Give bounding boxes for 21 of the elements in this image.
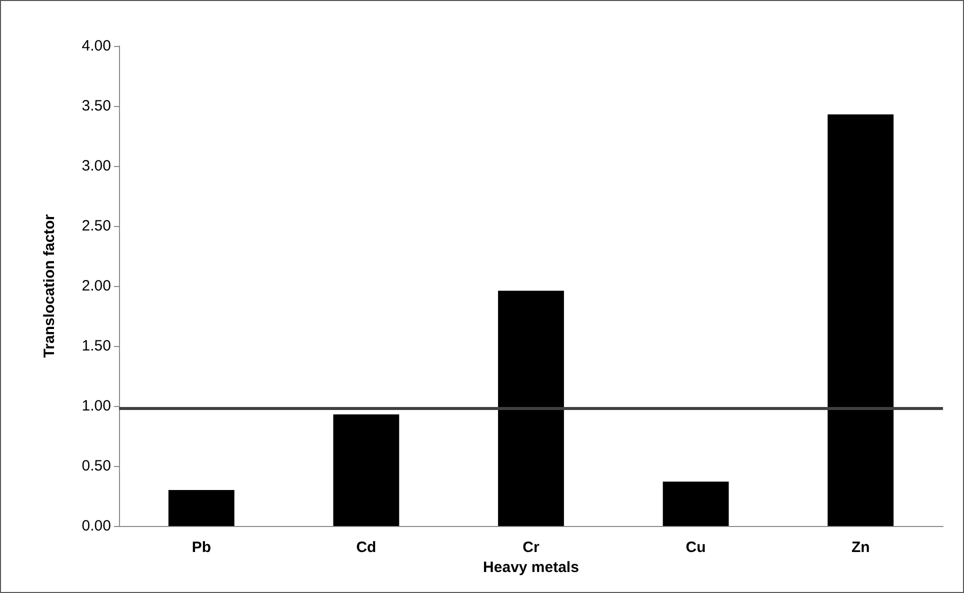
y-tick-label: 0.50 [82,458,111,474]
y-tick-label: 1.50 [82,338,111,354]
y-tick-label: 4.00 [82,38,111,54]
x-tick-label: Cd [356,539,376,556]
bar [168,490,234,526]
x-tick-label: Zn [851,539,870,556]
bar [662,482,729,526]
x-axis-title: Heavy metals [483,559,579,576]
x-tick-label: Pb [192,539,211,556]
y-tick-label: 2.50 [82,218,111,234]
bar [498,290,564,526]
y-tick-label: 0.00 [82,518,111,534]
bar [333,414,400,526]
bar [828,114,894,526]
y-axis-title: Translocation factor [41,214,58,358]
y-tick-label: 3.00 [82,158,111,174]
y-tick-label: 3.50 [82,98,111,114]
x-tick-label: Cr [522,539,540,556]
y-tick-label: 1.00 [82,398,111,414]
x-tick-label: Cu [686,539,706,556]
y-tick-label: 2.00 [82,278,111,294]
